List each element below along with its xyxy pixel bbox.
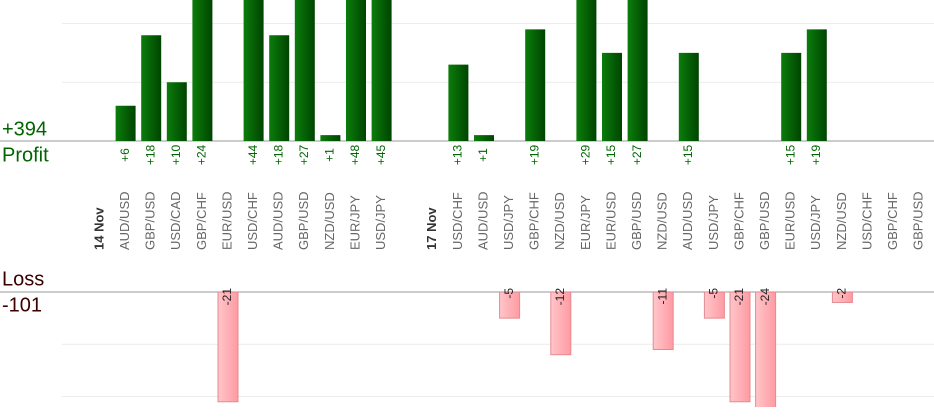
category-label: USD/JPY <box>501 195 516 250</box>
loss-bars <box>217 292 853 407</box>
profit-bar <box>269 35 290 141</box>
profit-bar <box>474 135 494 141</box>
category-label: AUD/USD <box>475 191 490 250</box>
category-label: USD/CHF <box>859 192 874 250</box>
value-label: +19 <box>809 144 823 165</box>
date-label: 17 Nov <box>424 207 439 250</box>
value-label: +19 <box>527 144 541 165</box>
loss-bar <box>831 292 853 303</box>
value-label: +18 <box>271 144 285 165</box>
profit-bar <box>602 52 622 141</box>
value-label: -11 <box>655 288 669 305</box>
profit-bar <box>806 29 827 141</box>
value-label: +10 <box>169 144 183 165</box>
profit-bar <box>627 0 648 141</box>
profit-bar <box>525 29 546 141</box>
profit-bar <box>448 64 469 141</box>
value-label: +15 <box>604 144 618 165</box>
value-label: +13 <box>451 144 465 165</box>
category-label: GBP/USD <box>143 191 158 250</box>
category-label: EUR/JPY <box>578 195 593 250</box>
category-label: EUR/USD <box>603 191 618 250</box>
category-label: GBP/USD <box>629 191 644 250</box>
category-label: GBP/CHF <box>194 192 209 250</box>
category-label: NZD/USD <box>322 192 337 250</box>
value-label: +6 <box>118 148 132 162</box>
value-label: +45 <box>374 144 388 165</box>
value-label: -5 <box>502 288 516 299</box>
loss-bar <box>703 292 725 319</box>
value-label: +27 <box>630 144 644 165</box>
profit-bar <box>294 0 315 141</box>
profit-bar <box>192 0 213 141</box>
loss-bar <box>499 292 521 319</box>
category-label: NZD/USD <box>552 192 567 250</box>
category-label: USD/JPY <box>373 195 388 250</box>
value-label: -21 <box>732 288 746 306</box>
value-label: +24 <box>195 144 209 165</box>
loss-bar <box>217 292 239 403</box>
loss-bar <box>729 292 751 403</box>
profit-bar <box>320 135 341 141</box>
category-label: USD/CHF <box>245 192 260 250</box>
loss-total: -101 <box>2 294 42 316</box>
category-label: GBP/USD <box>296 191 311 250</box>
value-label: +44 <box>246 144 260 165</box>
category-label: USD/JPY <box>706 195 721 250</box>
category-label: GBP/CHF <box>885 192 900 250</box>
loss-bar <box>652 292 674 350</box>
category-label: USD/JPY <box>808 195 823 250</box>
category-label: AUD/USD <box>680 191 695 250</box>
value-label: +15 <box>681 144 695 165</box>
value-label: +29 <box>579 144 593 165</box>
category-label: GBP/USD <box>757 191 772 250</box>
profit-bar <box>781 52 802 141</box>
profit-bar <box>141 35 162 141</box>
loss-bar <box>755 292 777 407</box>
profit-bars <box>115 0 827 141</box>
loss-label: Loss <box>2 268 44 290</box>
value-label: +27 <box>297 144 311 165</box>
profit-bar <box>678 52 699 141</box>
profit-bar <box>115 105 136 141</box>
value-label: +1 <box>476 148 490 162</box>
profit-bar <box>346 0 366 141</box>
category-label: EUR/USD <box>219 191 234 250</box>
value-label: +48 <box>348 144 362 165</box>
value-label: -2 <box>835 288 849 299</box>
value-label: -12 <box>553 288 567 306</box>
value-label: -24 <box>758 288 772 306</box>
category-label: GBP/CHF <box>527 192 542 250</box>
loss-bar <box>550 292 572 356</box>
value-label: -21 <box>220 288 234 306</box>
profit-bar <box>371 0 392 141</box>
date-label: 14 Nov <box>91 207 106 250</box>
profit-total: +394 <box>2 118 47 140</box>
category-label: EUR/JPY <box>347 195 362 250</box>
profit-bar <box>166 82 187 141</box>
value-label: +1 <box>323 148 337 162</box>
profit-label: Profit <box>2 144 49 166</box>
category-label: AUD/USD <box>271 191 286 250</box>
category-label: AUD/USD <box>117 191 132 250</box>
profit-bar <box>243 0 264 141</box>
profit-bar <box>576 0 597 141</box>
category-label: NZD/USD <box>655 192 670 250</box>
category-label: USD/CAD <box>168 191 183 250</box>
value-label: +15 <box>783 144 797 165</box>
value-label: -5 <box>707 288 721 299</box>
category-label: EUR/USD <box>783 191 798 250</box>
category-label: NZD/USD <box>834 192 849 250</box>
category-label: GBP/CHF <box>731 192 746 250</box>
category-label: USD/CHF <box>450 192 465 250</box>
value-label: +18 <box>143 144 157 165</box>
category-label: GBP/USD <box>911 191 926 250</box>
